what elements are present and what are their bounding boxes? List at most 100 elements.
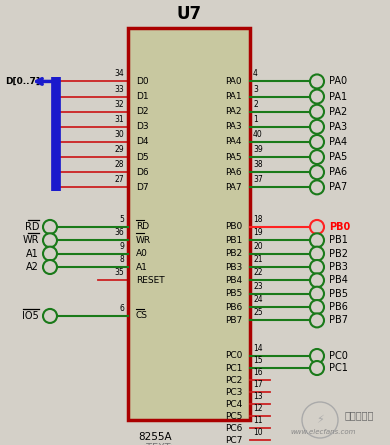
Text: 28: 28 xyxy=(115,160,124,169)
Text: PB7: PB7 xyxy=(329,316,348,325)
Circle shape xyxy=(310,150,324,164)
Text: 38: 38 xyxy=(253,160,262,169)
Text: 35: 35 xyxy=(114,268,124,277)
Text: 2: 2 xyxy=(253,100,258,109)
Text: PB1: PB1 xyxy=(225,236,242,245)
Text: D0: D0 xyxy=(136,77,149,86)
Circle shape xyxy=(310,300,324,314)
Text: PB6: PB6 xyxy=(329,302,348,312)
Text: PA1: PA1 xyxy=(225,92,242,101)
Text: CS: CS xyxy=(136,312,148,320)
Text: D1: D1 xyxy=(136,92,149,101)
Circle shape xyxy=(310,361,324,375)
Text: PA7: PA7 xyxy=(329,182,347,192)
Text: 17: 17 xyxy=(253,380,262,389)
Text: PB4: PB4 xyxy=(329,275,348,285)
Text: 39: 39 xyxy=(253,145,263,154)
Circle shape xyxy=(310,120,324,134)
Text: PC3: PC3 xyxy=(225,388,242,396)
Text: PC0: PC0 xyxy=(329,351,348,361)
Text: 22: 22 xyxy=(253,268,262,277)
Circle shape xyxy=(310,287,324,301)
Text: PA5: PA5 xyxy=(329,152,347,162)
Text: PB5: PB5 xyxy=(329,289,348,299)
Text: 1: 1 xyxy=(253,115,258,124)
Text: PA1: PA1 xyxy=(329,92,347,101)
Text: A0: A0 xyxy=(136,249,148,258)
Text: 14: 14 xyxy=(253,344,262,353)
Circle shape xyxy=(310,247,324,261)
Text: PA0: PA0 xyxy=(329,77,347,86)
Text: WR: WR xyxy=(23,235,39,245)
Text: IO5: IO5 xyxy=(22,311,39,321)
Text: PC6: PC6 xyxy=(225,424,242,433)
Text: 23: 23 xyxy=(253,282,262,291)
Circle shape xyxy=(43,247,57,261)
Circle shape xyxy=(310,273,324,287)
Text: A1: A1 xyxy=(136,263,148,271)
Text: 25: 25 xyxy=(253,308,262,317)
Text: 8: 8 xyxy=(119,255,124,264)
Text: PA6: PA6 xyxy=(225,168,242,177)
Text: PA4: PA4 xyxy=(329,137,347,147)
Text: PA0: PA0 xyxy=(225,77,242,86)
Text: PB3: PB3 xyxy=(225,263,242,271)
Circle shape xyxy=(43,220,57,234)
Circle shape xyxy=(310,349,324,363)
Text: 18: 18 xyxy=(253,215,262,224)
Text: 29: 29 xyxy=(114,145,124,154)
Text: D4: D4 xyxy=(136,138,149,146)
Text: PB7: PB7 xyxy=(225,316,242,325)
Text: D2: D2 xyxy=(136,107,149,116)
Circle shape xyxy=(310,105,324,119)
Text: <TEXT>: <TEXT> xyxy=(138,443,179,445)
Text: D5: D5 xyxy=(136,153,149,162)
Text: 6: 6 xyxy=(119,304,124,313)
Text: PA3: PA3 xyxy=(329,122,347,132)
Text: 33: 33 xyxy=(114,85,124,93)
Text: 37: 37 xyxy=(253,175,263,184)
Text: D6: D6 xyxy=(136,168,149,177)
Text: D7: D7 xyxy=(136,183,149,192)
Text: PA2: PA2 xyxy=(225,107,242,116)
Text: 16: 16 xyxy=(253,368,262,377)
Text: 15: 15 xyxy=(253,356,262,365)
Text: A2: A2 xyxy=(26,262,39,272)
Circle shape xyxy=(310,260,324,274)
Text: PC0: PC0 xyxy=(225,352,242,360)
Text: PB2: PB2 xyxy=(329,249,348,259)
Text: PA2: PA2 xyxy=(329,107,347,117)
Text: 20: 20 xyxy=(253,242,262,251)
Text: PA5: PA5 xyxy=(225,153,242,162)
Text: PC1: PC1 xyxy=(329,363,348,373)
Text: WR: WR xyxy=(136,236,151,245)
Text: D[0..7]: D[0..7] xyxy=(5,77,40,86)
Text: 12: 12 xyxy=(253,404,262,413)
Circle shape xyxy=(310,313,324,328)
Circle shape xyxy=(310,180,324,194)
Text: 21: 21 xyxy=(253,255,262,264)
Text: 24: 24 xyxy=(253,295,262,304)
Text: RESET: RESET xyxy=(136,276,165,285)
Text: 11: 11 xyxy=(253,416,262,425)
Text: 4: 4 xyxy=(253,69,258,78)
Text: PB2: PB2 xyxy=(225,249,242,258)
Text: PC7: PC7 xyxy=(225,436,242,445)
Circle shape xyxy=(43,233,57,247)
Text: RD: RD xyxy=(136,222,149,231)
Circle shape xyxy=(310,135,324,149)
Text: PB3: PB3 xyxy=(329,262,348,272)
Circle shape xyxy=(310,165,324,179)
Text: PB0: PB0 xyxy=(329,222,350,232)
Circle shape xyxy=(43,309,57,323)
Text: 电子发烧友: 电子发烧友 xyxy=(345,410,374,420)
Text: PA3: PA3 xyxy=(225,122,242,131)
Text: PC4: PC4 xyxy=(225,400,242,409)
Text: PB4: PB4 xyxy=(225,276,242,285)
Text: A1: A1 xyxy=(26,249,39,259)
Circle shape xyxy=(310,74,324,89)
Text: PB1: PB1 xyxy=(329,235,348,245)
Text: PC2: PC2 xyxy=(225,376,242,384)
Text: 10: 10 xyxy=(253,428,262,437)
Text: PA7: PA7 xyxy=(225,183,242,192)
